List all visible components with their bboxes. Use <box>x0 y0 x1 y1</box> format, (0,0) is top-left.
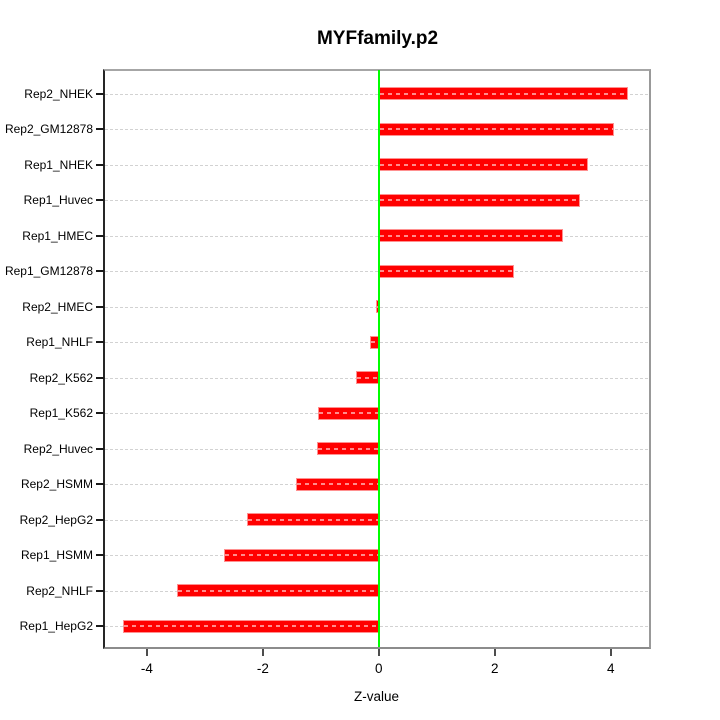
x-axis-tick <box>145 649 148 656</box>
y-axis-label: Rep1_HSMM <box>20 548 93 562</box>
x-axis-tick-label: -2 <box>256 661 269 676</box>
bar-grid-overlay <box>356 376 378 379</box>
y-axis-tick <box>96 163 104 166</box>
x-axis-title: Z-value <box>353 689 399 704</box>
x-axis-tick-label: 2 <box>491 661 499 676</box>
x-axis-tick <box>261 649 264 656</box>
bar-Rep2_HSMM <box>295 477 379 491</box>
gridline <box>105 129 648 130</box>
y-axis-tick <box>96 483 104 485</box>
y-axis-tick <box>96 518 104 521</box>
y-axis-label: Rep1_HepG2 <box>19 619 93 633</box>
y-axis-tick <box>96 625 104 627</box>
bar-grid-overlay <box>225 554 378 556</box>
y-axis-label: Rep2_HMEC <box>22 299 93 314</box>
bar-grid-overlay <box>379 234 562 237</box>
gridline <box>105 93 648 95</box>
bar-Rep2_K562 <box>355 371 379 384</box>
bar-Rep1_K562 <box>317 406 379 420</box>
x-axis-tick <box>609 649 612 656</box>
chart-title: MYFfamily.p2 <box>316 28 439 49</box>
y-axis-label: Rep1_GM12878 <box>4 264 93 278</box>
x-axis-tick-label: 4 <box>606 661 615 676</box>
y-axis-tick <box>96 199 104 201</box>
y-axis-label: Rep1_NHLF <box>26 335 93 349</box>
y-axis-label: Rep2_GM12878 <box>4 122 93 136</box>
bar-grid-overlay <box>379 199 579 201</box>
y-axis-tick <box>96 412 104 414</box>
y-axis-label: Rep2_HepG2 <box>19 512 93 527</box>
y-axis-label: Rep2_Huvec <box>23 441 93 456</box>
bar-grid-overlay <box>371 341 378 343</box>
x-axis-tick-label: -4 <box>140 661 153 676</box>
bar-grid-overlay <box>296 483 378 485</box>
gridline <box>105 164 648 166</box>
bar-Rep1_GM12878 <box>378 264 514 278</box>
bar-grid-overlay <box>123 625 378 627</box>
bar-grid-overlay <box>379 270 513 272</box>
bar-grid-overlay <box>376 305 378 308</box>
bar-grid-overlay <box>318 447 378 450</box>
bar-Rep2_NHLF <box>177 584 379 597</box>
y-axis-tick <box>96 305 104 308</box>
y-axis-tick <box>96 234 104 237</box>
gridline <box>105 271 648 272</box>
y-axis-tick <box>96 376 104 379</box>
bar-grid-overlay <box>379 92 627 95</box>
y-axis-label: Rep2_HSMM <box>20 477 93 491</box>
bar-Rep2_GM12878 <box>378 122 614 136</box>
y-axis-label: Rep1_K562 <box>29 406 93 420</box>
y-axis-label: Rep1_NHEK <box>24 157 93 172</box>
bar-grid-overlay <box>379 128 613 130</box>
y-axis-label: Rep2_NHEK <box>24 86 93 101</box>
bar-Rep2_Huvec <box>317 442 379 455</box>
y-axis-tick <box>96 447 104 450</box>
y-axis-tick <box>96 589 104 592</box>
bar-Rep2_NHEK <box>378 87 628 100</box>
zero-reference-line <box>377 70 380 647</box>
bar-Rep1_HMEC <box>378 229 563 242</box>
y-axis-tick <box>96 128 104 130</box>
bar-Rep1_Huvec <box>378 193 580 207</box>
bar-Rep2_HepG2 <box>246 513 379 526</box>
y-axis-label: Rep2_K562 <box>29 370 93 385</box>
gridline <box>105 235 648 237</box>
bar-grid-overlay <box>247 518 378 521</box>
x-axis-tick <box>493 649 496 656</box>
y-axis-label: Rep1_HMEC <box>22 228 93 243</box>
x-axis-tick-label: 0 <box>375 661 383 676</box>
y-axis-tick <box>96 270 104 272</box>
plot-area-box <box>103 69 651 649</box>
bar-grid-overlay <box>379 163 587 166</box>
bar-grid-overlay <box>178 589 378 592</box>
y-axis-tick <box>96 92 104 95</box>
y-axis-label: Rep1_Huvec <box>23 193 93 207</box>
gridline <box>105 200 648 201</box>
bar-Rep1_HepG2 <box>122 619 379 633</box>
y-axis-label: Rep2_NHLF <box>26 583 93 598</box>
bar-Rep1_NHEK <box>378 158 588 171</box>
y-axis-tick <box>96 554 104 556</box>
y-axis-tick <box>96 341 104 343</box>
bar-Rep1_HSMM <box>224 548 379 562</box>
bar-grid-overlay <box>318 412 378 414</box>
x-axis-tick <box>377 649 380 656</box>
